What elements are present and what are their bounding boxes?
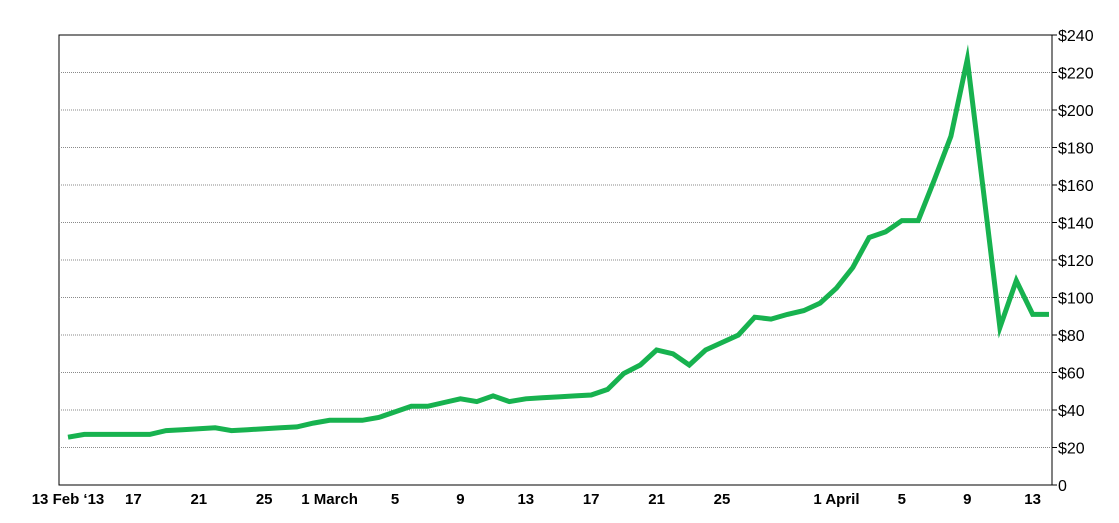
x-tick-label: 5 — [391, 491, 399, 508]
x-axis: 13 Feb ‘13 17 21 25 1 March 5 9 13 17 21 25 1 April… — [32, 491, 1041, 508]
x-tick-label: 1 March — [301, 491, 358, 508]
series-line — [67, 44, 1049, 440]
gridlines — [59, 72, 1052, 448]
y-tick-label: $200 — [1058, 103, 1094, 120]
x-tick-label: 1 April — [813, 491, 859, 508]
y-tick-label: $160 — [1058, 178, 1094, 195]
y-tick-label: $20 — [1058, 441, 1085, 458]
x-tick-label: 9 — [456, 491, 464, 508]
y-tick-label: $180 — [1058, 141, 1094, 158]
y-tick-label: $240 — [1058, 28, 1094, 45]
y-tick-label: $40 — [1058, 403, 1085, 420]
x-tick-label: 17 — [583, 491, 600, 508]
y-tick-label: $100 — [1058, 291, 1094, 308]
x-tick-label: 17 — [125, 491, 142, 508]
x-tick-label: 25 — [256, 491, 273, 508]
x-tick-label: 21 — [648, 491, 665, 508]
x-tick-label: 9 — [963, 491, 971, 508]
series-layer — [67, 44, 1049, 440]
y-tick-label: $60 — [1058, 366, 1085, 383]
y-tick-label: $120 — [1058, 253, 1094, 270]
x-tick-label: 13 — [517, 491, 534, 508]
y-axis: 0 $20 $40 $60 $80 $100 $120 $140 $160 $180 $200 $22… — [1052, 28, 1094, 495]
y-tick-label: $80 — [1058, 328, 1085, 345]
x-tick-label: 21 — [190, 491, 207, 508]
x-tick-label: 25 — [714, 491, 731, 508]
y-tick-label: $220 — [1058, 66, 1094, 83]
x-tick-label: 13 Feb ‘13 — [32, 491, 105, 508]
x-tick-label: 5 — [898, 491, 906, 508]
x-tick-label: 13 — [1024, 491, 1041, 508]
y-tick-label: 0 — [1058, 478, 1067, 495]
y-tick-label: $140 — [1058, 216, 1094, 233]
